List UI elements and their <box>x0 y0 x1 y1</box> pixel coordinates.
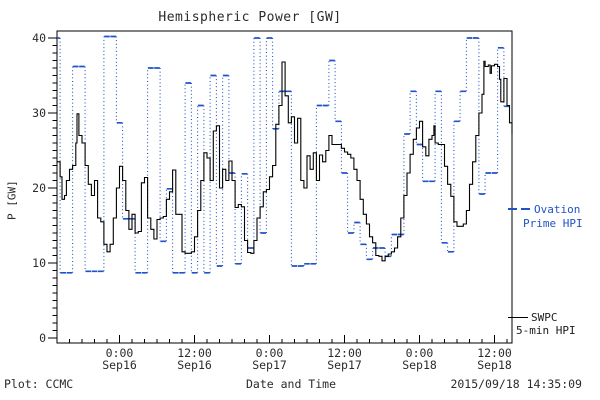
swpc-legend-line-icon <box>508 317 528 318</box>
x-tick-label-time: 12:00 <box>327 346 362 360</box>
legend-swpc-label-line1: SWPC <box>531 311 558 324</box>
legend-swpc-label-line2: 5-min HPI <box>516 324 576 337</box>
x-tick-label-date: Sep17 <box>327 358 362 372</box>
x-axis-label: Date and Time <box>245 377 336 391</box>
plot-timestamp: 2015/09/18 14:35:09 <box>450 377 582 391</box>
x-tick-label-time: 0:00 <box>105 346 134 360</box>
x-tick-label-date: Sep16 <box>177 358 212 372</box>
y-tick-label: 0 <box>39 331 46 345</box>
chart-title: Hemispheric Power [GW] <box>158 10 342 25</box>
x-tick-label-time: 0:00 <box>255 346 284 360</box>
x-tick-label-time: 0:00 <box>405 346 434 360</box>
legend-ovation-label-line2: Prime HPI <box>523 217 583 230</box>
ovation-dashes <box>57 35 510 274</box>
swpc-line <box>57 60 513 262</box>
legend-ovation-label-line1: Ovation <box>534 203 581 216</box>
y-tick-label: 20 <box>32 181 46 195</box>
ovation-risers <box>59 36 505 273</box>
legend-swpc: SWPC 5-min HPI <box>508 311 600 337</box>
ovation-legend-dash-icon <box>521 208 530 210</box>
plot-credit: Plot: CCMC <box>4 377 74 391</box>
x-tick-label-date: Sep17 <box>252 358 287 372</box>
y-axis-label: P [GW] <box>5 180 19 220</box>
x-tick-label-date: Sep18 <box>477 358 512 372</box>
axis-ticks <box>48 37 508 343</box>
x-tick-label-date: Sep18 <box>402 358 437 372</box>
x-tick-label-time: 12:00 <box>477 346 512 360</box>
y-tick-label: 40 <box>32 31 46 45</box>
plot-frame <box>56 30 513 344</box>
ovation-legend-dash-icon <box>508 208 517 210</box>
x-tick-label-time: 12:00 <box>177 346 212 360</box>
y-tick-label: 10 <box>32 256 46 270</box>
y-tick-label: 30 <box>32 106 46 120</box>
legend-ovation: Ovation Prime HPI <box>508 203 600 231</box>
x-tick-label-date: Sep16 <box>102 358 137 372</box>
